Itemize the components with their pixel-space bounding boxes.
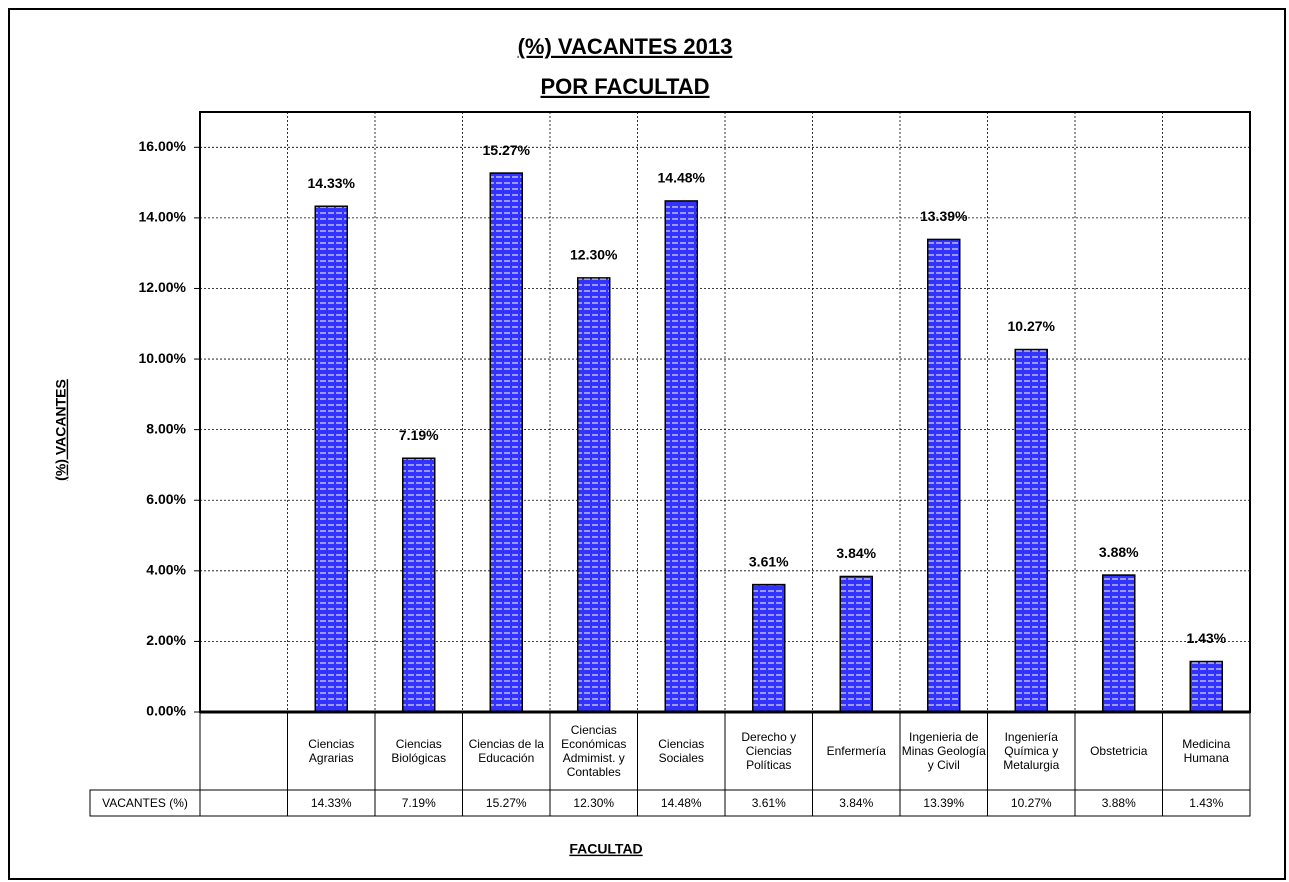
x-tick-label: Derecho y Ciencias Políticas (741, 730, 797, 772)
table-value: 14.33% (311, 796, 352, 810)
table-value: 13.39% (923, 796, 964, 810)
table-value: 1.43% (1189, 796, 1223, 810)
x-tick-label: Ingenieria de Minas Geología y Civil (901, 730, 986, 772)
table-value: 7.19% (402, 796, 436, 810)
frame (8, 8, 1286, 880)
table-value: 3.61% (752, 796, 786, 810)
y-tick-label: 12.00% (139, 279, 187, 295)
x-tick-label: Medicina Humana (1182, 737, 1231, 765)
x-tick-label: Ingeniería Química y Metalurgia (1003, 730, 1060, 772)
data-label: 3.61% (749, 553, 789, 569)
x-tick-label-box: Derecho y Ciencias Políticas (741, 730, 797, 772)
y-tick-label: 6.00% (146, 491, 186, 507)
y-axis-title: (%) VACANTES (53, 379, 69, 481)
bar (664, 200, 698, 713)
data-label: 1.43% (1186, 630, 1226, 646)
x-tick-label: Ciencias Económicas Admimist. y Contable… (561, 723, 627, 779)
x-tick-label-box: Ciencias de la Educación (468, 737, 544, 765)
y-tick-label: 0.00% (146, 703, 186, 719)
bar (839, 575, 873, 713)
table-value: 12.30% (573, 796, 614, 810)
x-tick-label: Ciencias Sociales (658, 737, 705, 765)
x-tick-label-box: Ciencias Agrarias (308, 737, 355, 765)
bar (489, 172, 523, 713)
table-value: 15.27% (486, 796, 527, 810)
data-label: 14.48% (658, 170, 706, 186)
x-tick-label-box: Enfermería (826, 744, 886, 758)
table-value: 3.88% (1102, 796, 1136, 810)
chart-subtitle: POR FACULTAD (540, 74, 709, 99)
x-tick-label: Ciencias Agrarias (308, 737, 355, 765)
data-label: 14.33% (308, 175, 356, 191)
data-label: 10.27% (1008, 318, 1056, 334)
bar (927, 238, 961, 713)
bar (1014, 348, 1048, 713)
table-header-cell (89, 789, 201, 817)
data-label: 13.39% (920, 208, 968, 224)
x-tick-label-box: Ciencias Económicas Admimist. y Contable… (561, 723, 627, 779)
data-label: 15.27% (483, 142, 531, 158)
data-label: 7.19% (399, 427, 439, 443)
x-tick-label-box: Ingeniería Química y Metalurgia (1003, 730, 1060, 772)
table-value: 14.48% (661, 796, 702, 810)
y-tick-label: 2.00% (146, 632, 186, 648)
x-tick-label: Enfermería (826, 744, 886, 758)
bar (752, 583, 786, 713)
x-axis-title: FACULTAD (569, 841, 642, 857)
data-label: 3.84% (836, 545, 876, 561)
bar (1102, 574, 1136, 713)
x-tick-label: Obstetricia (1090, 744, 1148, 758)
y-tick-label: 16.00% (139, 138, 187, 154)
table-value: 3.84% (839, 796, 873, 810)
y-tick-label: 10.00% (139, 350, 187, 366)
x-tick-label-box: Medicina Humana (1182, 737, 1231, 765)
data-label: 3.88% (1099, 544, 1139, 560)
x-tick-label-box: Obstetricia (1090, 744, 1148, 758)
y-tick-label: 4.00% (146, 562, 186, 578)
table-row-header: VACANTES (%) (102, 796, 188, 810)
data-label: 12.30% (570, 247, 618, 263)
y-tick-label: 14.00% (139, 209, 187, 225)
x-tick-label-box: Ciencias Biológicas (391, 737, 447, 765)
bar (402, 457, 436, 713)
x-tick-label-box: Ciencias Sociales (658, 737, 705, 765)
bar (577, 277, 611, 713)
x-tick-label: Ciencias Biológicas (391, 737, 447, 765)
table-value: 10.27% (1011, 796, 1052, 810)
x-tick-label: Ciencias de la Educación (468, 737, 544, 765)
y-tick-label: 8.00% (146, 420, 186, 436)
bar (314, 205, 348, 713)
x-tick-label-box: Ingenieria de Minas Geología y Civil (901, 730, 986, 772)
chart-title: (%) VACANTES 2013 (518, 34, 733, 59)
bar (1189, 660, 1223, 713)
